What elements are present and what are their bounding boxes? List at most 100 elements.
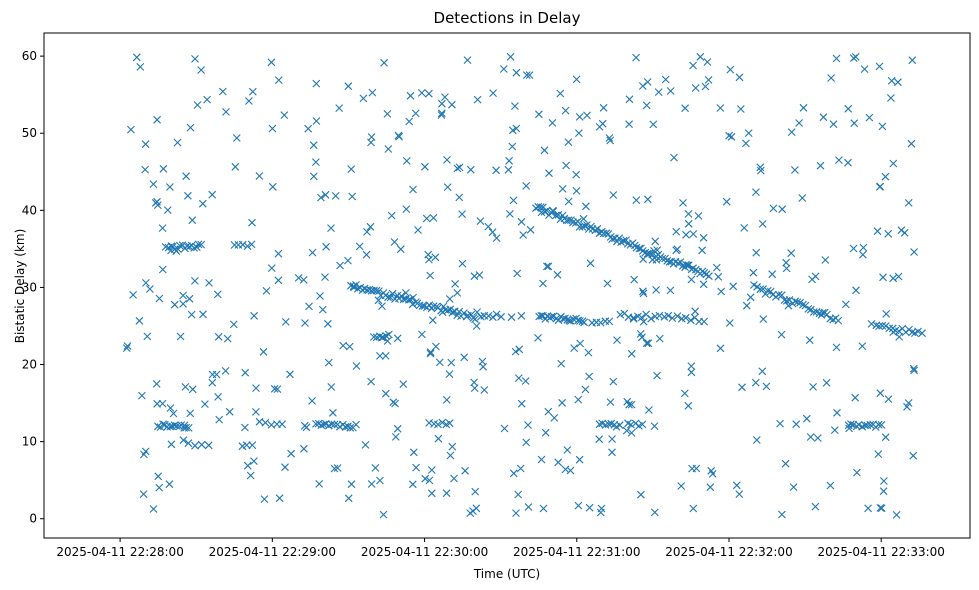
- data-point: [305, 302, 313, 311]
- data-point: [406, 91, 415, 100]
- data-point: [346, 423, 355, 432]
- data-point: [136, 63, 145, 71]
- y-tick-label: 60: [22, 49, 37, 63]
- data-point: [795, 119, 803, 127]
- data-point: [393, 334, 402, 343]
- data-point: [190, 244, 198, 252]
- data-point: [473, 95, 482, 104]
- data-point: [776, 419, 784, 428]
- data-point: [376, 476, 384, 485]
- data-point: [542, 206, 551, 215]
- data-point: [336, 261, 344, 270]
- data-point: [309, 172, 318, 181]
- data-point: [638, 333, 646, 342]
- data-point: [163, 206, 172, 214]
- x-tick-label: 2025-04-11 22:28:00: [56, 545, 183, 559]
- data-point: [208, 378, 217, 387]
- data-point: [738, 383, 746, 392]
- data-point: [187, 310, 196, 319]
- data-point: [384, 145, 393, 153]
- data-point: [384, 330, 393, 339]
- data-point: [184, 424, 193, 432]
- data-point: [179, 436, 188, 445]
- data-point: [735, 490, 744, 498]
- data-point: [876, 182, 885, 191]
- data-point: [243, 461, 252, 470]
- data-point: [630, 275, 639, 284]
- data-point: [135, 316, 144, 325]
- data-point: [123, 342, 132, 350]
- data-point: [539, 504, 548, 513]
- data-point: [270, 384, 279, 393]
- data-point: [153, 197, 161, 206]
- data-point: [585, 372, 594, 381]
- data-point: [867, 320, 876, 328]
- data-point: [805, 336, 814, 345]
- data-point: [484, 222, 493, 231]
- data-point: [570, 344, 578, 352]
- data-point: [489, 313, 497, 322]
- data-point: [312, 79, 321, 88]
- data-point: [261, 418, 270, 427]
- data-point: [664, 311, 673, 320]
- data-point: [699, 280, 708, 289]
- data-point: [229, 320, 238, 329]
- data-point: [188, 385, 197, 394]
- data-point: [608, 435, 616, 443]
- data-point: [175, 241, 184, 250]
- data-point: [274, 76, 283, 84]
- data-point: [874, 420, 883, 429]
- data-point: [441, 93, 449, 101]
- data-point: [627, 420, 635, 429]
- data-point: [223, 334, 232, 343]
- data-point: [544, 262, 553, 271]
- data-point: [255, 172, 264, 180]
- x-axis-label: Time (UTC): [473, 567, 540, 581]
- data-point: [681, 313, 690, 322]
- data-point: [182, 172, 190, 181]
- data-point: [799, 300, 807, 309]
- data-point: [181, 383, 190, 391]
- data-point: [438, 418, 447, 427]
- data-point: [889, 274, 898, 283]
- data-point: [299, 276, 308, 284]
- data-point: [897, 226, 906, 235]
- data-point: [608, 448, 616, 457]
- data-point: [732, 481, 741, 490]
- data-point: [287, 449, 295, 458]
- data-point: [186, 409, 195, 418]
- data-point: [595, 435, 604, 444]
- data-point: [650, 508, 659, 517]
- data-point: [599, 103, 608, 112]
- data-point: [154, 472, 163, 481]
- data-point: [554, 316, 563, 325]
- data-point: [368, 88, 377, 97]
- data-point: [450, 474, 458, 483]
- data-point: [127, 125, 135, 134]
- data-point: [443, 183, 452, 191]
- data-point: [221, 367, 230, 375]
- data-point: [593, 224, 602, 233]
- data-point: [197, 66, 205, 74]
- data-point: [910, 248, 918, 256]
- data-point: [524, 503, 533, 511]
- data-point: [352, 420, 360, 429]
- data-point: [809, 383, 817, 391]
- plot-frame: [43, 32, 971, 539]
- data-point: [367, 480, 376, 488]
- data-point: [778, 205, 787, 214]
- data-point: [752, 188, 760, 196]
- data-point: [359, 94, 368, 103]
- data-point: [445, 419, 454, 428]
- data-point: [166, 183, 174, 191]
- data-point: [506, 52, 515, 61]
- data-point: [882, 310, 891, 318]
- x-tick-label: 2025-04-11 22:32:00: [665, 545, 792, 559]
- data-point: [540, 207, 549, 216]
- data-point: [827, 74, 835, 82]
- data-point: [471, 487, 480, 496]
- data-point: [321, 190, 330, 199]
- data-point: [835, 156, 843, 164]
- data-point: [476, 217, 485, 225]
